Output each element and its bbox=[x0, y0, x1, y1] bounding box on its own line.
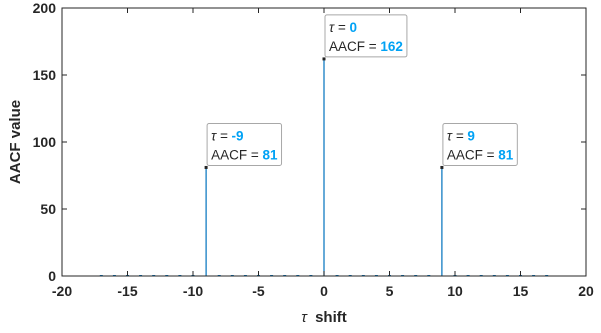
x-tick-label: -10 bbox=[183, 283, 203, 299]
y-axis-label: AACF value bbox=[7, 100, 24, 184]
y-tick-label: 150 bbox=[33, 67, 57, 83]
datatip-tau-label: τ = bbox=[211, 128, 231, 143]
datatip-aacf-line: AACF = 162 bbox=[329, 39, 403, 54]
x-tick-label: -15 bbox=[117, 283, 137, 299]
datatip-tau-value: -9 bbox=[232, 128, 244, 143]
x-tick-label: 15 bbox=[513, 283, 529, 299]
x-tick-label: -20 bbox=[52, 283, 72, 299]
datatip-marker bbox=[204, 165, 208, 169]
datatip-aacf-value: 81 bbox=[498, 147, 514, 162]
datatips: τ = -9 AACF = 81 τ = 0 AACF = 162 τ = 9 AACF … bbox=[204, 14, 518, 169]
x-tick-label: 5 bbox=[386, 283, 394, 299]
datatip[interactable]: τ = 0 AACF = 162 bbox=[322, 14, 408, 61]
datatip-box bbox=[324, 14, 408, 58]
datatip-tau-line: τ = -9 bbox=[211, 128, 243, 143]
x-tick-label: 10 bbox=[447, 283, 463, 299]
x-tick-label: -5 bbox=[252, 283, 265, 299]
y-tick-label: 50 bbox=[40, 201, 56, 217]
x-axis-label-text: shift bbox=[315, 309, 347, 326]
x-axis-label: τ shift bbox=[301, 309, 346, 326]
datatip-tau-line: τ = 9 bbox=[447, 128, 475, 143]
datatip[interactable]: τ = -9 AACF = 81 bbox=[204, 122, 283, 169]
y-tick-label: 100 bbox=[33, 134, 57, 150]
datatip-aacf-label: AACF = bbox=[211, 147, 262, 162]
datatip-aacf-label: AACF = bbox=[447, 147, 498, 162]
y-tick-label: 200 bbox=[33, 0, 57, 16]
datatip-aacf-value: 81 bbox=[262, 147, 278, 162]
datatip-aacf-line: AACF = 81 bbox=[447, 147, 514, 162]
datatip-aacf-value: 162 bbox=[380, 39, 403, 54]
x-tick-label: 0 bbox=[320, 283, 328, 299]
datatip-marker bbox=[322, 57, 326, 61]
datatip-box bbox=[442, 122, 518, 166]
y-tick-label: 0 bbox=[48, 268, 56, 284]
datatip[interactable]: τ = 9 AACF = 81 bbox=[440, 122, 518, 169]
datatip-marker bbox=[440, 165, 444, 169]
datatip-tau-value: 0 bbox=[349, 20, 357, 35]
datatip-box bbox=[206, 122, 283, 166]
datatip-tau-line: τ = 0 bbox=[329, 20, 357, 35]
datatip-tau-value: 9 bbox=[467, 128, 475, 143]
x-tick-label: 20 bbox=[578, 283, 594, 299]
x-axis-label-symbol: τ bbox=[301, 309, 308, 326]
datatip-tau-label: τ = bbox=[447, 128, 467, 143]
datatip-aacf-label: AACF = bbox=[329, 39, 380, 54]
datatip-tau-label: τ = bbox=[329, 20, 349, 35]
datatip-aacf-line: AACF = 81 bbox=[211, 147, 278, 162]
